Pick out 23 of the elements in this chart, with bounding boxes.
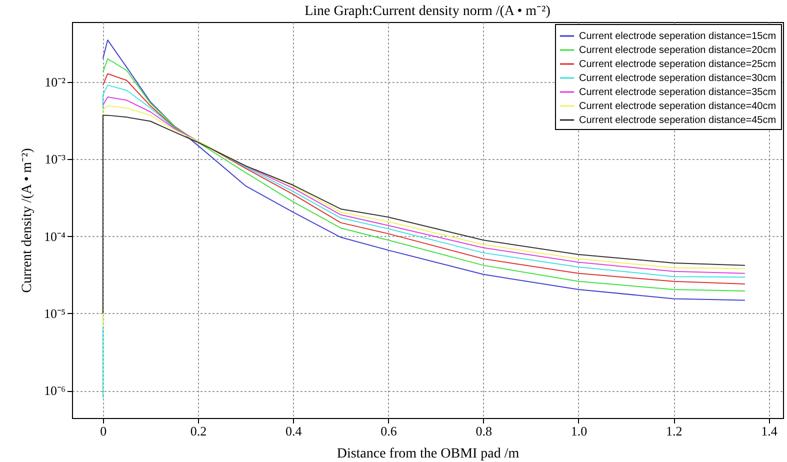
x-tick-label: 0.8 — [476, 424, 492, 438]
y-tick-label: 10⁻⁶ — [44, 383, 66, 398]
legend-label: Current electrode seperation distance=30cm — [579, 73, 776, 84]
y-tick-label: 10⁻⁵ — [44, 306, 66, 321]
x-tick-label: 1.4 — [761, 424, 778, 438]
x-tick-label: 0 — [100, 424, 107, 438]
y-tick-label: 10⁻³ — [44, 152, 66, 167]
y-axis-title: Current density /(A • m⁻²) — [20, 148, 35, 293]
x-tick-label: 0.6 — [380, 424, 398, 438]
x-tick-label: 0.4 — [286, 424, 302, 438]
legend-label: Current electrode seperation distance=45cm — [579, 115, 776, 126]
legend-label: Current electrode seperation distance=20cm — [579, 45, 776, 56]
x-tick-label: 0.2 — [190, 424, 207, 438]
legend-label: Current electrode seperation distance=15cm — [579, 31, 776, 42]
y-tick-label: 10⁻² — [44, 74, 66, 90]
y-tick-label: 10⁻⁴ — [44, 228, 66, 244]
x-tick-label: 1.0 — [570, 424, 588, 438]
legend-label: Current electrode seperation distance=40cm — [579, 101, 776, 112]
legend-label: Current electrode seperation distance=35cm — [579, 87, 776, 98]
x-axis-title: Distance from the OBMI pad /m — [336, 446, 520, 462]
chart-title: Line Graph:Current density norm /(A • m⁻²) — [304, 4, 551, 19]
legend-label: Current electrode seperation distance=25cm — [579, 59, 776, 70]
x-tick-label: 1.2 — [666, 424, 682, 438]
